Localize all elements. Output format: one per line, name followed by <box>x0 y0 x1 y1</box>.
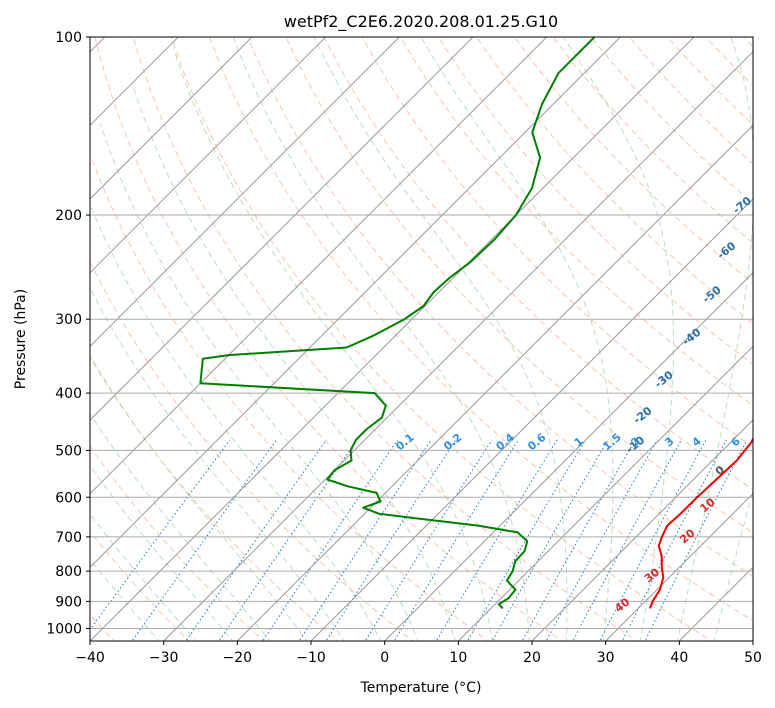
isotherm-line <box>236 124 753 641</box>
y-tick-label: 800 <box>55 564 82 580</box>
x-tick-label: −20 <box>223 650 253 666</box>
y-tick-label: 400 <box>55 386 82 402</box>
mixing-ratio-line <box>491 439 609 641</box>
dewpoint-profile-line <box>199 37 596 610</box>
moist-adiabat-line <box>131 83 456 641</box>
isotherm-line <box>383 271 753 641</box>
isotherm-line <box>457 345 753 641</box>
isotherm-line <box>90 37 253 200</box>
x-tick-label: 0 <box>380 650 389 666</box>
y-tick-label: 700 <box>55 530 82 546</box>
profile-series <box>199 37 753 610</box>
isotherm-line <box>531 419 753 641</box>
y-tick-label: 600 <box>55 490 82 506</box>
moist-adiabat-line <box>90 558 160 641</box>
moist-adiabat-line <box>90 286 345 641</box>
mixing-ratio-line <box>262 439 399 641</box>
pressure-gridlines <box>90 37 753 629</box>
x-tick-label: 40 <box>670 650 688 666</box>
dry-adiabat-line <box>90 152 489 641</box>
isotherm-line <box>90 37 548 495</box>
mixing-ratio-line <box>364 439 493 641</box>
mixing-ratio-lines <box>90 439 748 641</box>
x-tick-label: −10 <box>296 650 326 666</box>
x-axis: −40 −30 −20 −10 0 10 20 30 40 50 <box>75 641 762 666</box>
x-tick-label: 10 <box>449 650 467 666</box>
y-tick-label: 200 <box>55 208 82 224</box>
x-axis-label: Temperature (°C) <box>360 680 482 696</box>
isotherm-line <box>162 50 753 641</box>
moist-adiabat-line <box>90 354 308 641</box>
mixing-ratio-line <box>572 439 682 641</box>
y-tick-label: 300 <box>55 312 82 328</box>
moist-adiabat-line <box>90 203 382 641</box>
moist-adiabat-line <box>90 412 271 641</box>
mixing-ratio-line <box>131 439 278 641</box>
mixing-ratio-line <box>545 439 658 641</box>
mixing-ratio-line <box>435 439 558 641</box>
x-tick-label: −30 <box>149 650 179 666</box>
y-tick-label: 500 <box>55 443 82 459</box>
y-tick-label: 100 <box>55 30 82 46</box>
chart-title: wetPf2_C2E6.2020.208.01.25.G10 <box>284 12 558 32</box>
temperature-profile-line <box>649 436 753 609</box>
isotherm-line <box>604 492 753 641</box>
isotherm-line <box>90 37 401 348</box>
skewed-isotherms <box>90 37 753 641</box>
isotherm-line <box>310 198 753 641</box>
isotherm-line <box>90 37 695 641</box>
mixing-ratio-line <box>599 439 707 641</box>
y-axis-label: Pressure (hPa) <box>13 289 29 389</box>
isotherm-line <box>90 37 474 421</box>
x-tick-label: −40 <box>75 650 105 666</box>
isotherm-line <box>90 37 327 274</box>
mixing-ratio-line <box>298 439 432 641</box>
plot-area: -100-90-80-70-60-50-40-30-20-10010203040… <box>90 37 753 641</box>
y-tick-label: 900 <box>55 594 82 610</box>
dry-adiabat-line <box>90 260 414 641</box>
y-axis: 100 200 300 400 500 600 700 800 900 1000 <box>46 30 90 637</box>
moist-adiabat-line <box>90 513 197 641</box>
plot-frame <box>89 36 754 642</box>
x-tick-label: 50 <box>744 650 762 666</box>
isotherm-line <box>90 37 622 569</box>
x-tick-label: 30 <box>597 650 615 666</box>
mixing-ratio-line <box>325 439 457 641</box>
mixing-ratio-line <box>393 439 519 641</box>
x-tick-label: 20 <box>523 650 541 666</box>
y-tick-label: 1000 <box>46 621 82 637</box>
